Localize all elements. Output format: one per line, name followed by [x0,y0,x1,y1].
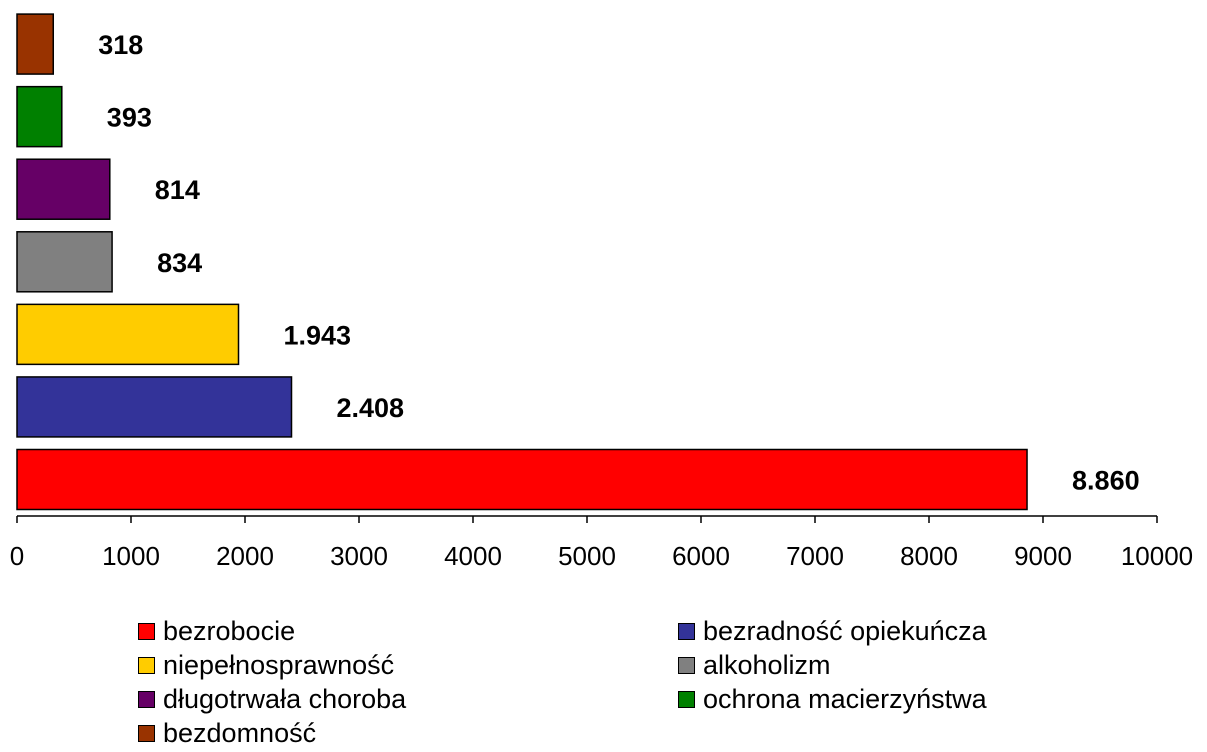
legend-label: alkoholizm [703,649,831,680]
bar-7 [16,13,55,75]
legend: bezrobocie bezradność opiekuńcza niepełnos… [0,612,1207,752]
x-tick-label: 8000 [900,541,958,571]
legend-item: alkoholizm [678,648,831,682]
bars-group [16,13,1028,511]
legend-item: bezradność opiekuńcza [678,614,987,648]
legend-label: długotrwała choroba [163,683,407,714]
bar-value-label-5: 814 [155,175,200,205]
bar-4 [16,231,113,293]
x-tick-label: 7000 [786,541,844,571]
legend-swatch [138,656,155,674]
x-tick-label: 0 [10,541,24,571]
bar-chart: 8.860 2.408 1.943 834 814 393 318 0 1000 2000 300… [10,13,1193,571]
bar-1 [16,448,1028,511]
bar-value-label-2: 2.408 [337,393,405,423]
legend-swatch [678,656,695,674]
legend-item: niepełnosprawność [138,648,394,682]
bar-value-label-3: 1.943 [284,320,352,350]
x-tick-label: 3000 [330,541,388,571]
x-axis: 0 1000 2000 3000 4000 5000 6000 7000 8000 9000 100… [10,515,1193,571]
legend-swatch [138,724,155,742]
bar-3 [16,303,240,366]
x-tick-label: 5000 [558,541,616,571]
bar-6 [16,85,63,148]
value-labels-group: 8.860 2.408 1.943 834 814 393 318 [98,30,1139,495]
x-tick-label: 10000 [1121,541,1193,571]
legend-label: bezradność opiekuńcza [703,615,987,646]
legend-label: ochrona macierzyństwa [703,683,987,714]
bar-value-label-4: 834 [157,248,202,278]
bar-5 [16,158,111,220]
legend-item: bezdomność [138,716,316,750]
legend-label: bezdomność [163,717,317,748]
legend-swatch [678,690,695,708]
legend-label: niepełnosprawność [163,649,395,680]
legend-item: bezrobocie [138,614,295,648]
bar-2 [16,376,293,438]
legend-item: ochrona macierzyństwa [678,682,987,716]
x-tick-label: 1000 [102,541,160,571]
x-tick-label: 2000 [216,541,274,571]
legend-swatch [138,622,155,640]
bar-value-label-6: 393 [107,103,152,133]
legend-swatch [138,690,155,708]
x-tick-label: 9000 [1014,541,1072,571]
bar-value-label-7: 318 [98,30,143,60]
x-tick-label: 6000 [672,541,730,571]
legend-item: długotrwała choroba [138,682,406,716]
legend-label: bezrobocie [163,615,296,646]
x-tick-label: 4000 [444,541,502,571]
legend-swatch [678,622,695,640]
bar-value-label-1: 8.860 [1072,466,1140,496]
